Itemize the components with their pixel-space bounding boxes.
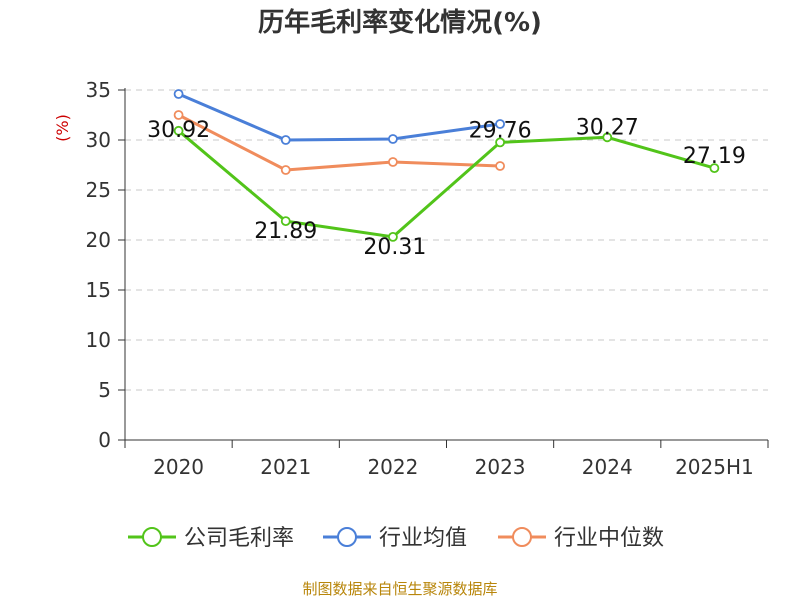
- chart-title: 历年毛利率变化情况(%): [258, 8, 542, 38]
- series-line-0: [177, 129, 715, 239]
- y-axis-label: (%): [53, 114, 72, 142]
- y-tick-label: 10: [86, 328, 111, 352]
- legend-label: 行业中位数: [554, 526, 664, 551]
- data-point: [495, 161, 505, 171]
- data-label: 30.92: [147, 118, 210, 143]
- legend-item[interactable]: 行业中位数: [498, 526, 664, 551]
- gridlines: [125, 89, 768, 391]
- legend-marker: [512, 527, 532, 547]
- data-point: [173, 110, 184, 120]
- data-point: [173, 89, 184, 99]
- data-label: 20.31: [363, 235, 426, 260]
- series-line-2: [177, 113, 501, 172]
- y-tick-label: 30: [86, 128, 111, 152]
- data-point: [388, 134, 398, 144]
- legend-item[interactable]: 公司毛利率: [128, 526, 294, 551]
- data-point: [388, 157, 398, 167]
- data-label: 29.76: [469, 118, 532, 143]
- data-point: [173, 125, 184, 136]
- x-tick-label: 2024: [582, 455, 633, 479]
- data-point: [709, 163, 720, 174]
- x-tick-label: 2021: [260, 455, 311, 479]
- y-tick-label: 15: [86, 278, 111, 302]
- series-line-1: [177, 92, 501, 142]
- legend-label: 行业均值: [379, 526, 467, 551]
- y-tick-label: 0: [98, 428, 111, 452]
- data-label: 21.89: [254, 219, 317, 244]
- y-tick-label: 35: [86, 78, 111, 102]
- y-tick-label: 5: [98, 378, 111, 402]
- data-labels: 30.92 21.89 20.31 29.76 30.27 27.19: [147, 115, 746, 260]
- x-tick-label: 2023: [475, 455, 526, 479]
- y-tick-label: 20: [86, 228, 111, 252]
- data-point: [388, 231, 398, 242]
- legend-marker: [337, 527, 357, 547]
- data-label: 30.27: [576, 115, 639, 140]
- data-point: [280, 216, 291, 227]
- data-point: [602, 132, 613, 143]
- legend[interactable]: 公司毛利率 行业均值 行业中位数: [128, 526, 664, 551]
- legend-marker: [142, 527, 162, 547]
- legend-label: 公司毛利率: [184, 526, 294, 551]
- data-point: [280, 135, 291, 145]
- data-point: [280, 165, 291, 175]
- source-note: 制图数据来自恒生聚源数据库: [302, 580, 498, 598]
- x-tick-label: 2022: [367, 455, 418, 479]
- y-tick-label: 25: [86, 178, 111, 202]
- x-tick-label: 2025H1: [675, 455, 754, 479]
- x-tick-label: 2020: [153, 455, 204, 479]
- data-label: 27.19: [683, 144, 746, 169]
- legend-item[interactable]: 行业均值: [323, 526, 467, 551]
- axes: 0 5 10 15 20 25 30 35 (%) 2020 2021 2022 2023 2024 202…: [53, 78, 769, 479]
- data-point: [495, 119, 505, 129]
- series-lines: [173, 89, 720, 242]
- data-point: [495, 137, 505, 148]
